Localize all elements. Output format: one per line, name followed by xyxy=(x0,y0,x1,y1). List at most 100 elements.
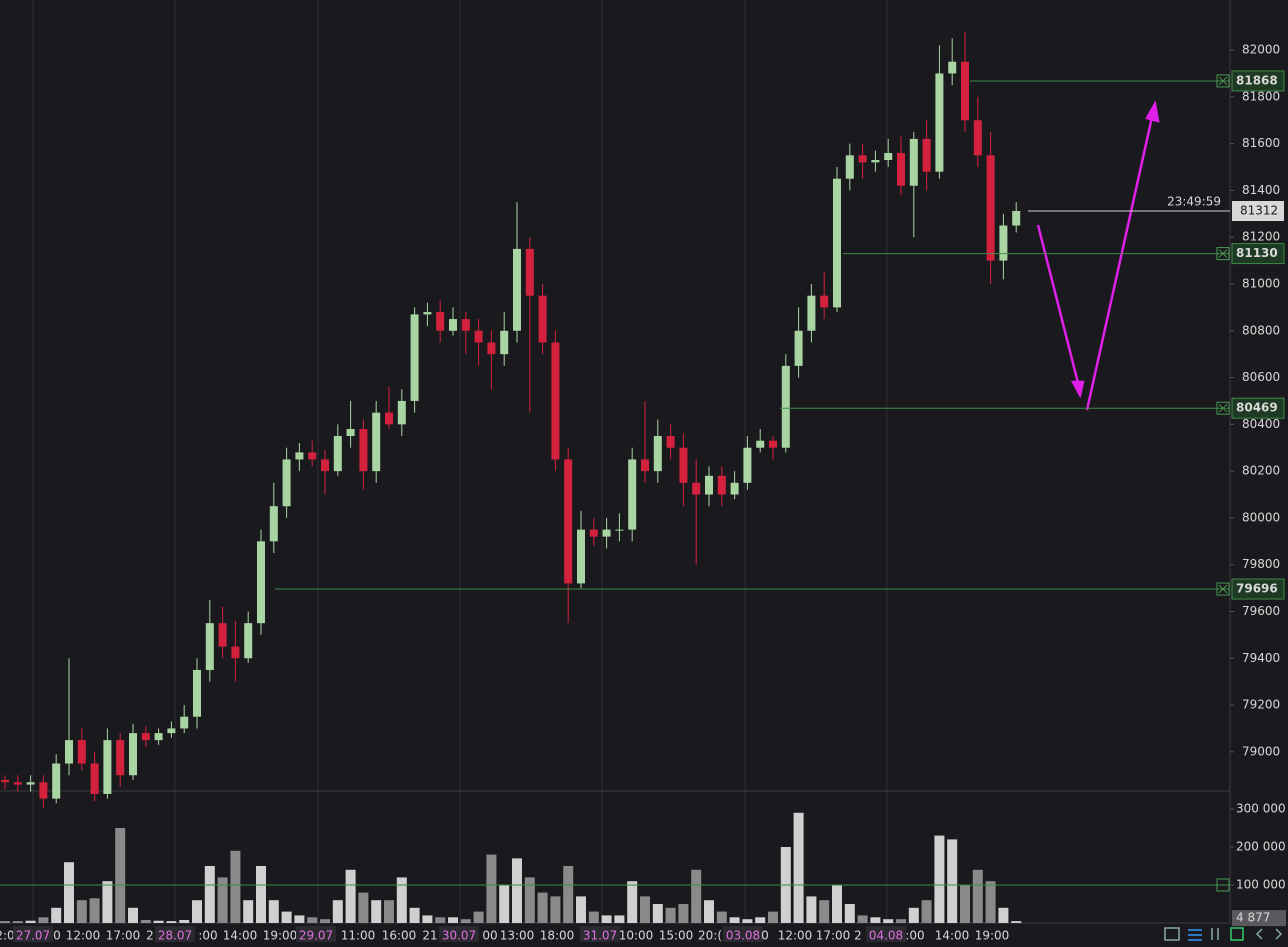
volume-bar xyxy=(153,920,164,923)
candle-body xyxy=(666,436,675,448)
volume-bar xyxy=(371,900,382,923)
candle-body xyxy=(410,314,419,401)
volume-bar xyxy=(512,858,522,923)
volume-bar xyxy=(691,869,702,923)
candle-body xyxy=(641,459,649,472)
candle-body xyxy=(743,447,752,483)
date-label: 31.07 xyxy=(583,929,617,943)
x-tick-label: 16:00 xyxy=(382,929,417,943)
candle-body xyxy=(922,138,931,172)
volume-bar xyxy=(998,907,1009,923)
x-tick-label: 12:00 xyxy=(778,929,813,943)
candle-body xyxy=(461,319,470,331)
candle-body xyxy=(653,436,662,472)
level-label: 79696 xyxy=(1236,582,1278,596)
y-tick-label: 79800 xyxy=(1242,557,1280,571)
volume-bar xyxy=(448,917,458,923)
candle-body xyxy=(65,740,73,764)
volume-bar xyxy=(320,919,330,923)
volume-bar xyxy=(51,907,62,923)
candle-body xyxy=(77,740,86,764)
date-label-box xyxy=(723,926,763,942)
current-price-label: 81312 xyxy=(1240,204,1278,218)
volume-bar xyxy=(883,919,894,923)
x-tick-label: :00 xyxy=(198,929,217,943)
level-close xyxy=(1216,247,1230,261)
candle-body xyxy=(807,295,816,331)
candle-body xyxy=(1,779,9,783)
level-close-x xyxy=(1218,584,1228,594)
candle-body xyxy=(564,459,573,584)
x-tick-label: 14:00 xyxy=(223,929,258,943)
volume-bar xyxy=(588,911,599,923)
level-close xyxy=(1216,582,1230,596)
candle-body xyxy=(679,447,688,483)
volume-bar xyxy=(192,900,202,923)
candle-body xyxy=(999,225,1008,261)
candle-body xyxy=(756,440,765,448)
candle-body xyxy=(820,295,829,308)
volume-bar xyxy=(934,835,945,923)
x-tick-label: 11:00 xyxy=(341,929,376,943)
volume-bar xyxy=(166,921,177,923)
volume-bar xyxy=(550,896,561,923)
candle-body xyxy=(769,440,777,448)
x-tick-label: 0 xyxy=(53,929,61,943)
volume-bar xyxy=(268,900,279,923)
x-tick-label: 2:0 xyxy=(0,929,15,943)
candle-body xyxy=(551,342,560,460)
x-tick-label: 21 xyxy=(422,929,437,943)
volume-bar xyxy=(896,919,906,923)
volume-last-label: 4 877 xyxy=(1236,911,1270,925)
candle-body xyxy=(103,740,112,794)
candle-body xyxy=(333,436,342,472)
volume-bar xyxy=(396,877,407,923)
x-tick-label: 19:00 xyxy=(975,929,1010,943)
candle-body xyxy=(295,452,304,460)
candle-body xyxy=(794,330,803,366)
candle-body xyxy=(513,248,521,331)
candle-body xyxy=(385,412,393,425)
y-tick-label: 81600 xyxy=(1242,136,1280,150)
level-close xyxy=(1216,401,1230,415)
volume-bar xyxy=(985,881,996,923)
volume-bar xyxy=(563,866,574,923)
candle-body xyxy=(833,178,841,308)
candle-body xyxy=(1012,211,1021,226)
date-label: 30.07 xyxy=(442,929,476,943)
x-tick-label: 0 xyxy=(761,929,769,943)
countdown: 23:49:59 xyxy=(1167,195,1221,209)
x-tick-label: 19:00 xyxy=(263,929,298,943)
volume-bar xyxy=(38,917,49,923)
volume-bar xyxy=(409,907,420,923)
volume-bar xyxy=(819,900,830,923)
candle-body xyxy=(218,623,227,647)
candle-body xyxy=(90,763,99,794)
level-close xyxy=(1216,74,1230,88)
x-tick-label: 15:00 xyxy=(659,929,694,943)
candle-body xyxy=(884,152,893,161)
candle-body xyxy=(730,482,739,495)
volume-bar xyxy=(678,904,689,923)
date-label: 28.07 xyxy=(158,929,192,943)
toolbar-icons[interactable] xyxy=(1164,927,1283,941)
volume-bar xyxy=(345,869,356,923)
volume-bar xyxy=(307,917,318,923)
volume-bar xyxy=(179,919,190,923)
date-label-box xyxy=(580,926,620,942)
volume-bar xyxy=(230,850,241,923)
y-tick-label: 79600 xyxy=(1242,604,1280,618)
volume-bar xyxy=(115,828,126,923)
candle-body xyxy=(167,728,176,734)
volume-bar xyxy=(0,921,10,923)
volume-bar xyxy=(614,915,625,923)
volume-bar xyxy=(217,877,228,923)
volume-bar xyxy=(204,866,215,923)
candle-body xyxy=(577,529,585,584)
level-box xyxy=(1231,397,1285,419)
volume-last-box xyxy=(1232,910,1286,927)
vol-tick-label: 100 000 xyxy=(1236,878,1286,892)
volume-bar xyxy=(640,896,650,923)
volume-bar xyxy=(332,900,343,923)
candle-body xyxy=(26,782,35,785)
